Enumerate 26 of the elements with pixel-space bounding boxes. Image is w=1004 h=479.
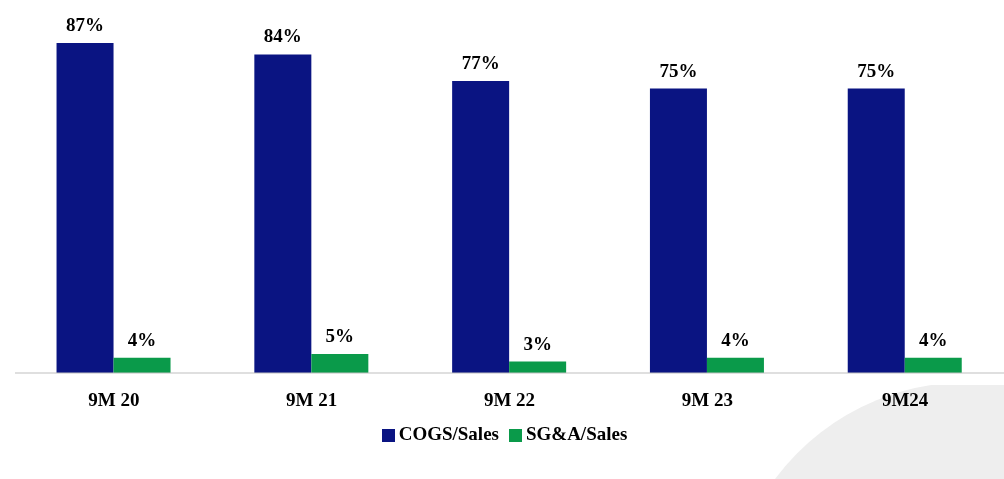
data-label: 4% bbox=[127, 328, 157, 350]
bar bbox=[847, 88, 905, 373]
data-label: 77% bbox=[461, 51, 500, 73]
data-label: 75% bbox=[659, 59, 698, 81]
x-tick-label: 9M 22 bbox=[483, 389, 536, 411]
bar bbox=[452, 80, 510, 373]
data-label: 4% bbox=[721, 328, 750, 350]
x-tick-label: 9M24 bbox=[881, 389, 929, 411]
data-label: 3% bbox=[523, 332, 552, 354]
data-label: 75% bbox=[857, 59, 896, 81]
legend-label: COGS/Sales bbox=[398, 423, 499, 444]
bar bbox=[904, 357, 962, 373]
bar bbox=[113, 357, 171, 373]
legend-label: SG&A/Sales bbox=[525, 423, 628, 444]
bar bbox=[311, 354, 369, 373]
bar bbox=[254, 54, 312, 373]
x-tick-label: 9M 23 bbox=[681, 389, 733, 411]
data-label: 5% bbox=[325, 325, 355, 347]
bar bbox=[706, 357, 764, 373]
x-tick-label: 9M 20 bbox=[88, 389, 140, 411]
data-label: 4% bbox=[918, 328, 948, 350]
x-tick-label: 9M 21 bbox=[286, 389, 338, 411]
bar bbox=[649, 88, 707, 373]
bar bbox=[56, 43, 114, 373]
data-label: 84% bbox=[263, 25, 302, 47]
data-label: 87% bbox=[66, 14, 105, 35]
